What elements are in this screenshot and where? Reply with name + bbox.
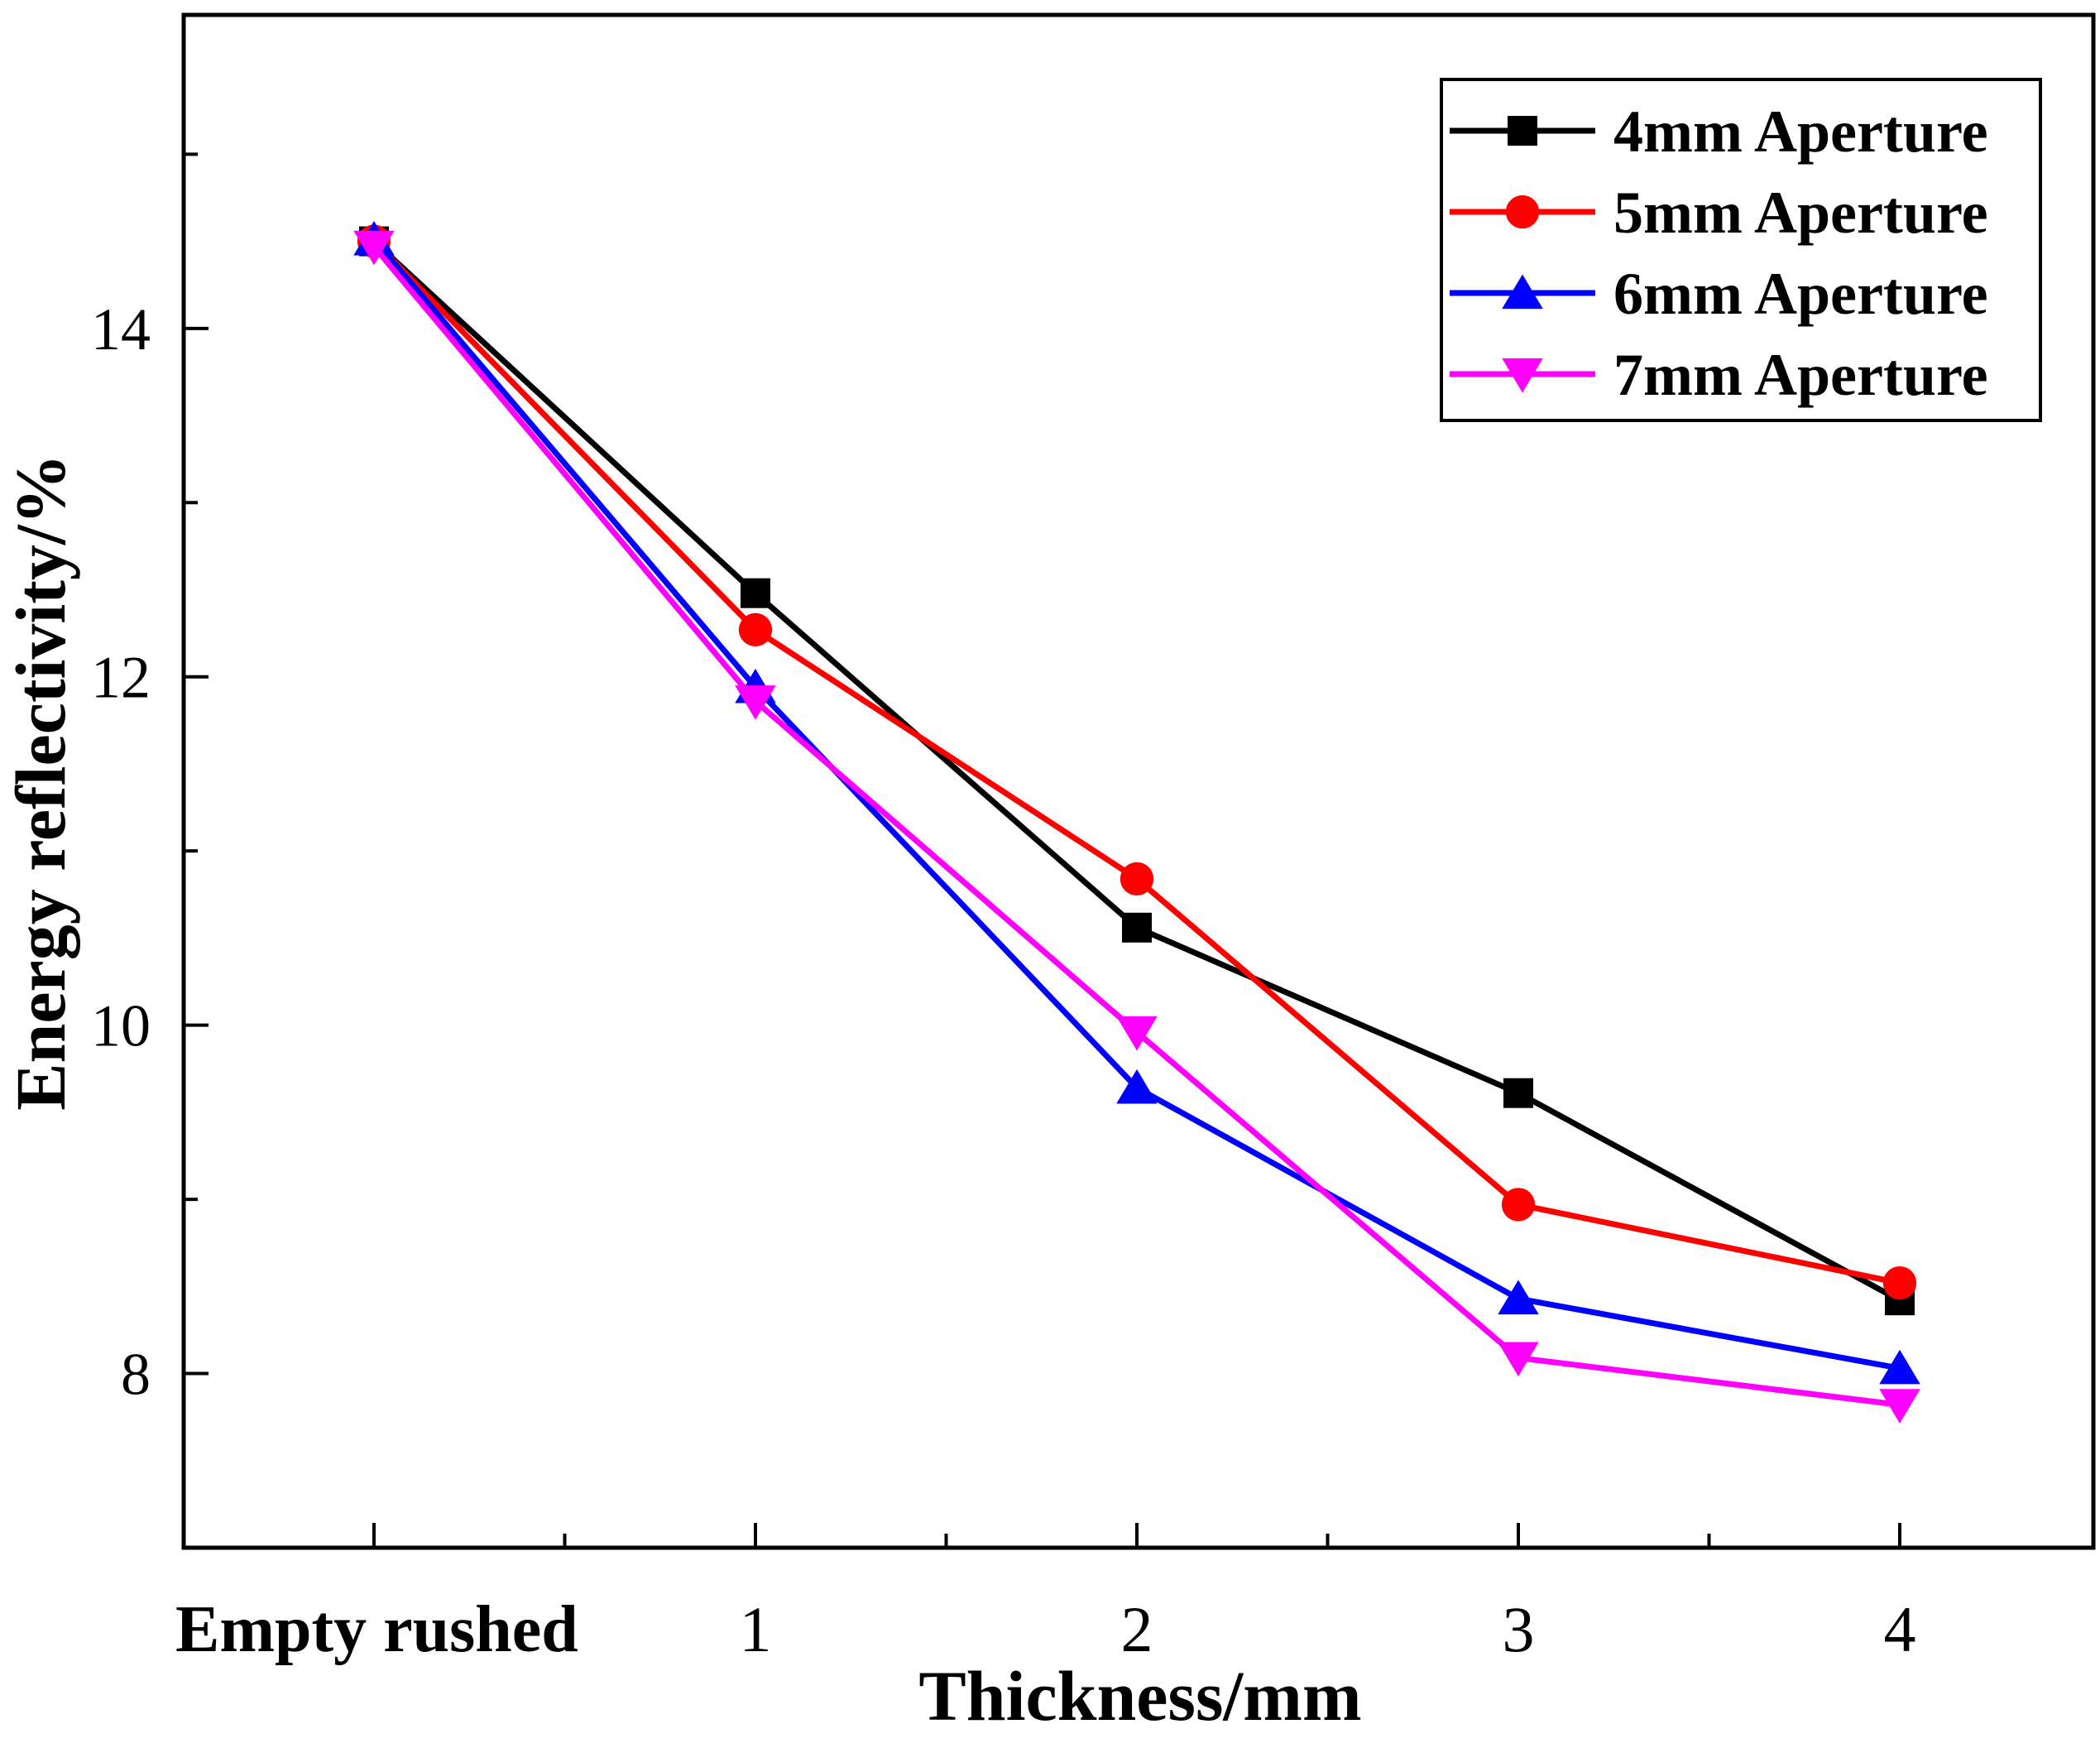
series-layer [353, 220, 1920, 1424]
data-point [353, 230, 395, 266]
data-point [1505, 194, 1540, 229]
y-tick-label: 8 [121, 1342, 151, 1408]
y-tick-label: 10 [91, 993, 151, 1059]
series-7mm-aperture [353, 230, 1920, 1424]
y-tick-label: 12 [91, 645, 151, 711]
legend-label: 6mm Aperture [1613, 261, 1988, 327]
legend-label: 4mm Aperture [1613, 98, 1988, 165]
data-point [1116, 1016, 1158, 1051]
data-point [1502, 274, 1543, 310]
data-point [1498, 1342, 1539, 1377]
data-point [1503, 1078, 1533, 1108]
x-tick-label: 4 [1884, 1593, 1916, 1665]
data-point [1501, 1188, 1536, 1222]
x-tick-label: 2 [1121, 1593, 1153, 1665]
data-point [1508, 116, 1537, 146]
legend-label: 5mm Aperture [1613, 180, 1988, 246]
x-tick-label: Empty rushed [175, 1593, 578, 1666]
x-tick-label: 1 [740, 1593, 772, 1665]
data-point [738, 612, 773, 647]
data-point [1879, 1349, 1920, 1385]
y-tick-label: 14 [91, 296, 151, 363]
data-point [1120, 862, 1154, 896]
data-point [1502, 358, 1543, 393]
data-point [1116, 1068, 1158, 1104]
legend-box [1440, 78, 2042, 422]
x-axis-title: Thickness/mm [918, 1656, 1361, 1736]
y-axis-title: Energy reflectivity/% [1, 454, 80, 1111]
data-point [1498, 1280, 1539, 1315]
legend-label: 7mm Aperture [1613, 342, 1988, 408]
x-tick-label: 3 [1503, 1593, 1535, 1665]
data-point [741, 578, 770, 608]
data-point [735, 685, 776, 720]
legend: 4mm Aperture 5mm Aperture 6mm Aperture 7mm … [1440, 78, 2042, 422]
data-point [1882, 1265, 1917, 1300]
data-point [1122, 912, 1152, 943]
data-point [1879, 1389, 1920, 1424]
